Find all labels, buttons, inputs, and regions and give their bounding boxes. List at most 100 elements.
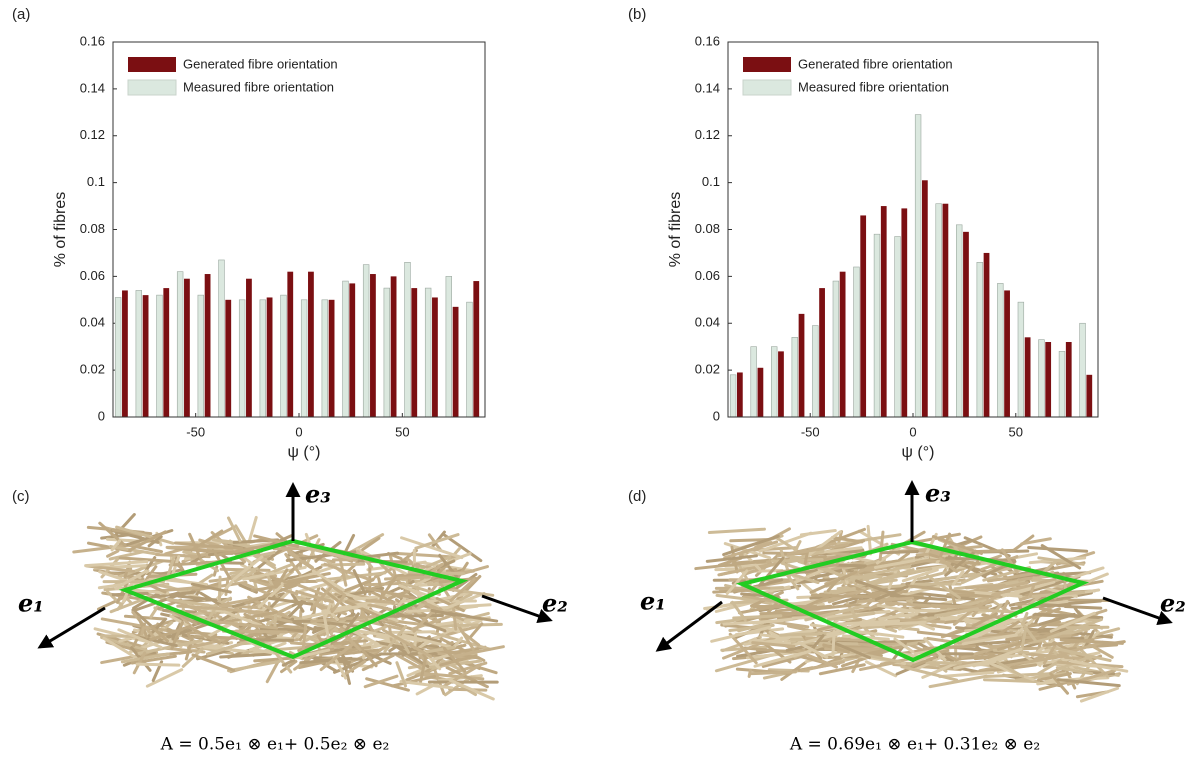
fibre [110,539,122,552]
y-tick-label: 0 [98,408,105,423]
fibre [400,536,464,560]
fibre [100,650,159,665]
fibre [995,660,1024,678]
fibre [116,569,149,589]
fibre [184,635,195,661]
fibre [1079,686,1120,703]
fibre [743,646,793,654]
y-tick-label: 0.02 [80,362,105,377]
fibre [926,574,961,600]
fibre [878,530,885,561]
fibre [952,569,965,586]
fibre [893,637,915,654]
fibre [316,634,324,645]
fibre [350,628,423,643]
panel-label: (c) [12,488,30,505]
fibre [233,555,264,581]
fibre [452,645,505,658]
fibre [900,665,959,682]
fibre [176,604,225,611]
legend-label: Measured fibre orientation [798,79,949,94]
fibre [290,648,331,660]
bar [466,301,473,418]
fibre [827,619,901,627]
fibre [319,641,356,672]
fibre [412,607,437,633]
bar [362,264,370,418]
fibre [118,556,179,564]
fibre [944,653,960,663]
fibre [736,649,771,658]
axis-e2 [1102,596,1173,626]
axis-e2 [481,594,553,624]
fibre [934,607,980,618]
bar [791,337,798,418]
fibre [98,570,145,588]
bar [798,313,805,417]
fibre [925,660,963,665]
bar [1086,374,1093,417]
fibre [191,653,235,672]
fibre [281,658,296,667]
bar [832,280,840,418]
bar [156,294,163,418]
fibre [234,629,289,634]
fibre [972,647,1023,668]
fibre [98,521,127,548]
fibre [1024,654,1068,664]
fibre [355,642,378,668]
fibre [157,620,216,642]
fibre [911,655,937,668]
fibre [856,596,914,604]
fibre [933,572,977,582]
y-tick-label: 0.08 [695,221,720,236]
fibre [439,654,478,667]
fibre [165,555,176,581]
fibre [857,529,901,556]
axis-e1 [37,606,106,649]
fibre [749,634,807,643]
fibre [994,620,1021,638]
bar [266,297,273,417]
fibre [299,656,353,665]
fibre [233,569,257,583]
fibre [166,597,210,607]
y-tick-label: 0.08 [80,221,105,236]
bar [308,271,314,417]
fibre [215,543,271,557]
fibre [440,663,482,689]
fibre-mat [694,524,1129,703]
bar [246,278,252,417]
axis-label-e1: e₁ [18,589,44,618]
fibre [830,536,864,544]
axis-label-e3: e₃ [925,479,951,508]
fibre [442,533,483,563]
fibre [287,551,318,573]
fibre [804,530,842,559]
fibre [305,546,352,561]
fibre [961,560,980,578]
fibre [420,671,485,681]
fibre [128,530,167,552]
fibre [226,659,281,673]
x-tick-label: -50 [801,424,820,439]
fibre [311,586,333,609]
bar [983,252,990,417]
fibre [120,652,170,664]
fibre [363,674,399,689]
fibre [253,534,300,549]
fibre [290,615,347,635]
fibre [427,591,470,604]
fibre [803,603,859,612]
bar [122,290,128,417]
panel-label: (a) [12,6,30,23]
fibre [786,543,849,556]
x-tick-label: 0 [909,424,916,439]
bar [1004,290,1010,417]
fibre [330,594,346,614]
fibre [826,611,876,622]
fibre [311,569,345,592]
bar [942,203,949,417]
y-tick-label: 0.12 [695,127,720,142]
fibre [1040,544,1082,570]
